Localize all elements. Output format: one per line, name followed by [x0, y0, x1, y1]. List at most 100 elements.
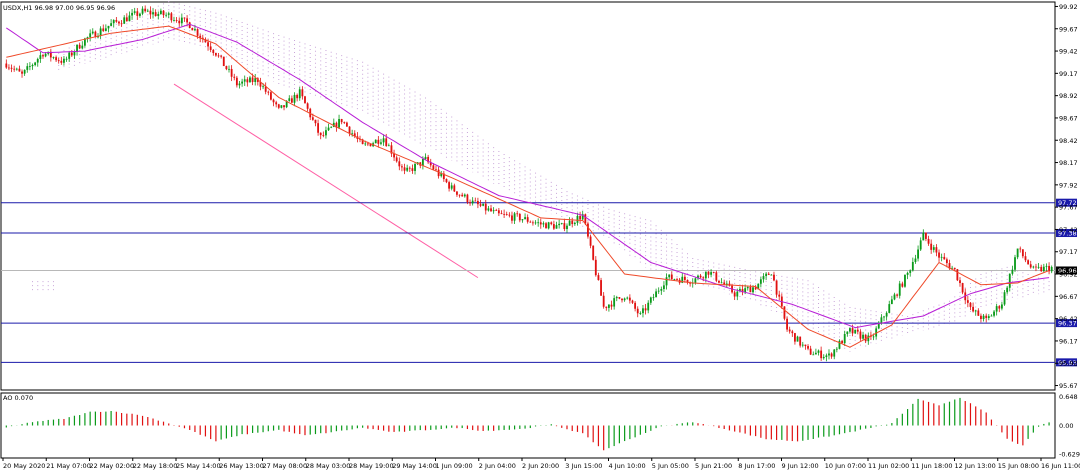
candle-body	[175, 19, 178, 21]
ichimoku-cloud	[32, 1, 1050, 352]
candle-body	[246, 79, 249, 83]
candle-body	[539, 222, 542, 225]
ao-indicator: 0.648 0.00 -0.629	[5, 393, 1080, 458]
candle-body	[801, 344, 804, 346]
candle-body	[856, 329, 859, 332]
candle-body	[348, 126, 351, 134]
candle-body	[552, 224, 555, 229]
candle-body	[474, 200, 477, 202]
candle-body	[115, 20, 118, 22]
candle-body	[652, 297, 655, 299]
candle-body	[387, 145, 390, 147]
x-tick-label: 9 Jun 12:00	[782, 462, 819, 470]
candle-body	[642, 308, 644, 314]
candle-body	[448, 182, 451, 189]
candle-body	[880, 317, 883, 324]
candle-body	[851, 328, 854, 334]
candle-body	[1035, 266, 1037, 268]
candle-body	[838, 340, 841, 349]
candle-body	[1032, 266, 1035, 268]
candle-body	[710, 272, 713, 275]
candle-body	[568, 220, 571, 226]
candle-body	[573, 222, 576, 225]
candle-body	[120, 23, 123, 25]
candle-body	[725, 283, 728, 285]
candle-body	[1019, 248, 1022, 250]
candle-body	[463, 194, 466, 197]
candle-body	[775, 280, 778, 295]
candle-body	[959, 280, 961, 284]
candle-body	[521, 219, 524, 221]
y-tick-label: 96.42	[1059, 315, 1078, 323]
candle-body	[270, 92, 272, 100]
candle-body	[1027, 260, 1030, 265]
candle-body	[579, 215, 582, 220]
x-tick-label: 11 Jun 02:00	[868, 462, 909, 470]
candle-body	[401, 166, 403, 168]
candle-body	[820, 350, 823, 359]
candle-body	[1011, 269, 1014, 274]
candle-body	[925, 232, 927, 239]
candle-body	[974, 310, 977, 312]
candle-body	[621, 298, 623, 301]
candle-body	[576, 215, 579, 223]
main-plot-frame	[0, 1, 1056, 391]
candle-body	[458, 194, 461, 196]
y-tick-label: 99.67	[1059, 25, 1078, 33]
candle-body	[369, 143, 372, 147]
candle-body	[718, 280, 720, 283]
candle-body	[864, 334, 867, 342]
ao-tick-label: -0.629	[1059, 450, 1080, 458]
candle-body	[280, 105, 283, 108]
candle-body	[159, 10, 162, 14]
candle-body	[55, 57, 58, 61]
candle-body	[330, 126, 333, 128]
last-price-label: 96.96	[1058, 267, 1077, 275]
candle-body	[676, 279, 678, 280]
candle-body	[314, 119, 317, 124]
candle-body	[757, 283, 760, 290]
candle-body	[770, 274, 773, 276]
candle-body	[311, 117, 314, 120]
candle-body	[532, 222, 534, 224]
candle-body	[76, 44, 78, 52]
candle-body	[70, 52, 73, 56]
candle-body	[600, 280, 602, 296]
candle-body	[804, 344, 807, 347]
candle-body	[909, 270, 912, 273]
candle-body	[932, 247, 935, 250]
candle-body	[571, 220, 574, 225]
candle-body	[778, 294, 781, 297]
candle-body	[956, 269, 959, 281]
candle-body	[883, 316, 885, 318]
candle-body	[57, 60, 60, 61]
candle-body	[73, 51, 76, 56]
candle-body	[34, 62, 37, 66]
candle-body	[146, 10, 149, 12]
candle-body	[209, 46, 212, 50]
last-price-tag	[1056, 266, 1077, 275]
ma-purple-line	[6, 23, 1050, 329]
candle-body	[39, 55, 42, 59]
candle-body	[830, 353, 833, 357]
candle-body	[170, 13, 173, 21]
candle-body	[450, 185, 453, 189]
candle-body	[1021, 249, 1024, 257]
candle-body	[1024, 256, 1027, 261]
x-tick-label: 4 Jun 10:00	[609, 462, 646, 470]
candle-body	[995, 306, 998, 312]
x-tick-label: 29 May 14:00	[392, 462, 437, 470]
candle-body	[825, 355, 828, 357]
x-tick-label: 22 May 18:00	[133, 462, 178, 470]
x-tick-label: 22 May 02:00	[90, 462, 135, 470]
candle-body	[896, 294, 899, 296]
candle-body	[131, 12, 133, 16]
candle-body	[91, 31, 94, 34]
candle-body	[833, 349, 836, 357]
candle-body	[21, 71, 23, 74]
candle-body	[18, 68, 21, 72]
candle-body	[487, 208, 490, 211]
candle-body	[141, 8, 144, 14]
candle-body	[186, 18, 189, 23]
